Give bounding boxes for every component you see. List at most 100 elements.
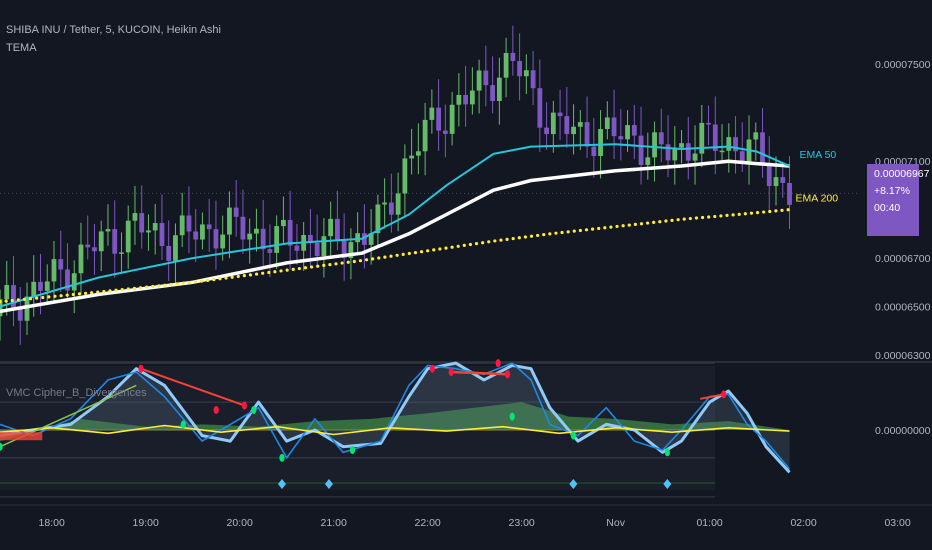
candle-body xyxy=(31,281,37,297)
ema-200-dot xyxy=(700,215,705,220)
ema-200-dot xyxy=(762,210,766,214)
ema-200-dot xyxy=(303,266,308,270)
candle-body xyxy=(179,215,185,236)
candle-body xyxy=(368,233,374,245)
candle-body xyxy=(267,249,273,253)
candle-body xyxy=(645,157,651,165)
ema-200-dot xyxy=(261,271,265,275)
candle-body xyxy=(227,207,232,235)
ema-200-dot xyxy=(120,287,124,292)
candle-body xyxy=(0,299,3,317)
price-tick-label: 0.00006300 xyxy=(875,350,931,362)
candle-body xyxy=(604,117,610,130)
ema-200-dot xyxy=(523,235,527,239)
ema-200-dot xyxy=(572,229,576,233)
ema-200-dot xyxy=(35,296,39,300)
candle-body xyxy=(760,132,765,166)
ema-200-dot xyxy=(554,231,558,235)
candle-body xyxy=(58,259,64,270)
ema-200-dot xyxy=(426,249,430,253)
ema-200-dot xyxy=(707,215,711,219)
ema-200-dot xyxy=(47,295,51,299)
candle-body xyxy=(490,85,495,101)
main-grid xyxy=(0,192,932,506)
ema-200-dot xyxy=(90,291,94,295)
ema-200-dot xyxy=(364,258,369,262)
ema-200-dot xyxy=(566,230,570,234)
ema-200-dot xyxy=(450,245,454,249)
candle-body xyxy=(739,151,745,162)
buy-dot xyxy=(180,420,186,429)
candle-body xyxy=(469,90,475,105)
ema-200-dot xyxy=(474,242,479,246)
sell-dot xyxy=(429,364,435,373)
ema-200-dot xyxy=(499,238,503,242)
time-tick-label: 23:00 xyxy=(508,517,534,529)
candle-body xyxy=(557,112,563,117)
indicator-line: TEMA xyxy=(6,42,37,54)
ema-200-dot xyxy=(126,287,130,291)
candle-body xyxy=(530,70,536,89)
ema-200-dot xyxy=(627,223,631,227)
ema-200-dot xyxy=(96,290,100,294)
buy-dot xyxy=(0,442,3,451)
ema-200-dot xyxy=(395,253,399,257)
ema-200-dot xyxy=(230,275,234,279)
ema50-label: EMA 50 xyxy=(800,149,837,161)
ema-200-dot xyxy=(658,220,662,224)
candle-body xyxy=(308,235,313,243)
ema-200-dot xyxy=(163,283,167,287)
candle-body xyxy=(247,233,253,240)
last-price-tag: 0.00006967 +8.17% 00:40 xyxy=(867,164,929,236)
ema-200-dot xyxy=(200,279,204,283)
candle-body xyxy=(51,259,57,282)
time-tick-label: 22:00 xyxy=(415,517,441,529)
ema-200-dot xyxy=(664,219,668,223)
ema-200-dot xyxy=(322,263,326,268)
time-tick-label: 02:00 xyxy=(790,517,816,529)
ema-200-dot xyxy=(548,232,552,236)
candle-body xyxy=(152,223,158,231)
candle-body xyxy=(233,207,239,217)
candle-body xyxy=(544,127,549,135)
ema-200-dot xyxy=(719,214,723,218)
candle-body xyxy=(65,269,70,291)
ema-200-dot xyxy=(645,221,650,225)
candle-body xyxy=(85,244,91,248)
ema-200-dot xyxy=(65,293,69,297)
candle-body xyxy=(213,229,219,249)
ema-200-dot xyxy=(132,286,137,290)
candle-body xyxy=(78,244,84,274)
ema-200-dot xyxy=(737,212,741,216)
candle-body xyxy=(706,122,711,125)
ema-200-dot xyxy=(578,228,582,233)
candle-body xyxy=(402,158,408,194)
sell-dot xyxy=(721,390,727,399)
candle-body xyxy=(766,165,772,187)
candle-body xyxy=(98,231,104,252)
candle-body xyxy=(112,229,118,254)
oscillator-title: VMC Cipher_B_Divergences xyxy=(6,387,147,399)
candle-body xyxy=(294,245,300,251)
bearish-divergence-line xyxy=(451,370,508,376)
candle-body xyxy=(193,231,199,240)
ema-200-dot xyxy=(206,278,210,282)
candle-body xyxy=(503,52,509,78)
ema-200-dot xyxy=(108,289,112,293)
ema-200-dot xyxy=(273,270,277,274)
candle-body xyxy=(517,61,522,77)
ema-200-dot xyxy=(334,262,338,266)
candle-body xyxy=(483,70,489,86)
time-tick-label: 03:00 xyxy=(884,517,910,529)
candle-body xyxy=(679,143,684,148)
ema-200-dot xyxy=(291,267,295,271)
ema-200-dot xyxy=(609,225,613,229)
candle-body xyxy=(328,218,334,237)
candle-body xyxy=(436,107,442,131)
candle-body xyxy=(463,94,469,105)
ema-200-dot xyxy=(59,294,63,298)
ema-200-dot xyxy=(224,276,228,280)
candle-body xyxy=(314,242,320,256)
candle-body xyxy=(388,202,394,215)
